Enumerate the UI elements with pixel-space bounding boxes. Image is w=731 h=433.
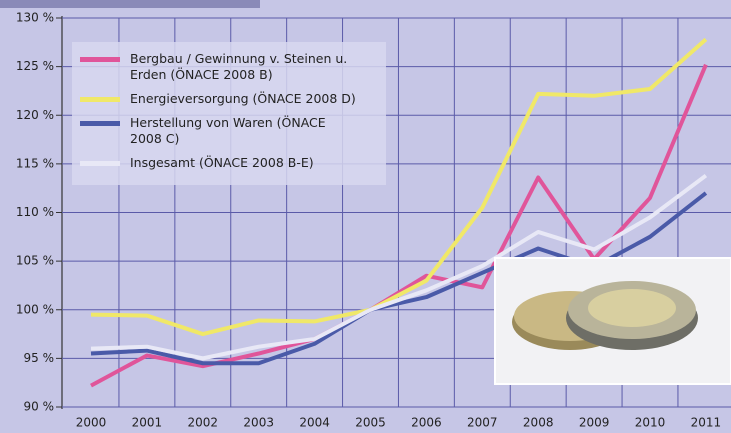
x-tick-label: 2005 — [355, 416, 386, 430]
legend-swatch — [80, 57, 120, 62]
x-tick-label: 2002 — [188, 416, 219, 430]
legend-swatch — [80, 161, 120, 166]
legend-item: Bergbau / Gewinnung v. Steinen u. Erden … — [80, 51, 380, 83]
legend: Bergbau / Gewinnung v. Steinen u. Erden … — [72, 42, 386, 185]
photo — [495, 258, 731, 384]
legend-item: Insgesamt (ÖNACE 2008 B-E) — [80, 155, 380, 171]
x-tick-label: 2008 — [523, 416, 554, 430]
x-tick-label: 2007 — [467, 416, 498, 430]
y-tick-label: 90 % — [24, 400, 55, 414]
legend-item: Herstellung von Waren (ÖNACE 2008 C) — [80, 115, 380, 147]
legend-label: Energieversorgung (ÖNACE 2008 D) — [130, 91, 360, 107]
legend-label: Herstellung von Waren (ÖNACE 2008 C) — [130, 115, 360, 147]
legend-item: Energieversorgung (ÖNACE 2008 D) — [80, 91, 380, 107]
y-tick-label: 95 % — [24, 351, 55, 365]
y-tick-label: 120 % — [16, 108, 54, 122]
y-tick-label: 115 % — [16, 156, 54, 170]
legend-label: Insgesamt (ÖNACE 2008 B-E) — [130, 155, 360, 171]
x-tick-label: 2000 — [76, 416, 107, 430]
legend-label: Bergbau / Gewinnung v. Steinen u. Erden … — [130, 51, 360, 83]
x-tick-label: 2009 — [579, 416, 610, 430]
coin-center — [588, 289, 676, 327]
x-tick-label: 2006 — [411, 416, 442, 430]
chart-page: 90 % 95 % 100 % 105 % 110 % 115 % 120 % 125 % 13… — [0, 0, 731, 433]
x-tick-label: 2003 — [243, 416, 274, 430]
legend-swatch — [80, 97, 120, 102]
y-tick-label: 130 % — [16, 11, 54, 25]
y-tick-label: 125 % — [16, 59, 54, 73]
x-tick-label: 2001 — [132, 416, 163, 430]
y-tick-label: 105 % — [16, 254, 54, 268]
y-tick-label: 100 % — [16, 302, 54, 316]
x-tick-label: 2011 — [691, 416, 722, 430]
x-tick-label: 2010 — [635, 416, 666, 430]
header-band — [0, 0, 260, 8]
x-tick-label: 2004 — [299, 416, 330, 430]
legend-swatch — [80, 121, 120, 126]
y-tick-label: 110 % — [16, 205, 54, 219]
